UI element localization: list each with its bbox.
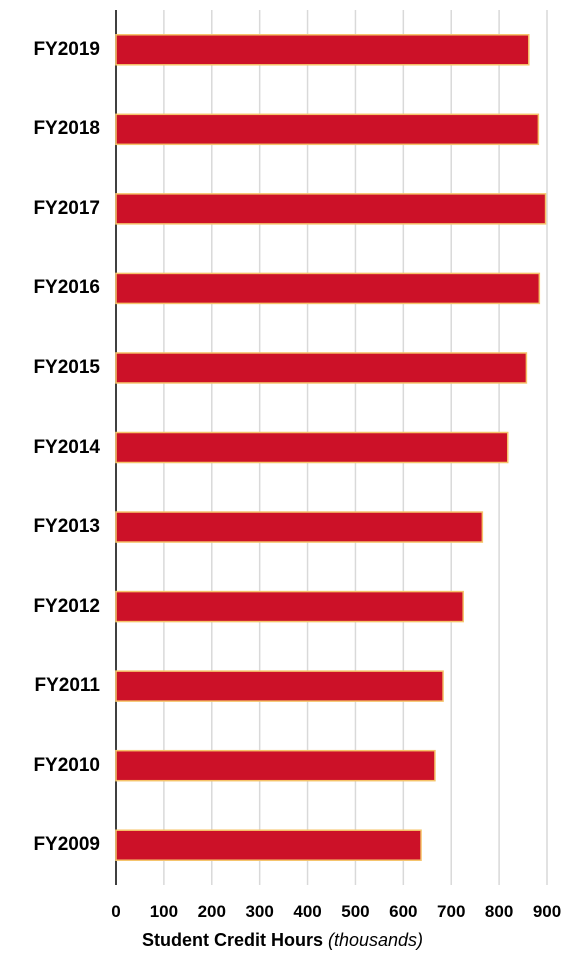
x-axis-title-unit: (thousands): [327, 930, 424, 950]
category-label-fy2011: FY2011: [34, 675, 101, 697]
x-tick-label: 0: [111, 902, 121, 921]
bar-fy2010: [115, 749, 436, 782]
bar-fy2013: [115, 511, 484, 543]
bar-fy2019: [115, 34, 530, 66]
x-tick-label: 300: [245, 902, 274, 921]
x-tick-label: 200: [197, 902, 226, 921]
x-tick-label: 600: [389, 902, 418, 921]
x-tick-label: 100: [149, 902, 179, 921]
x-tick-label: 700: [437, 902, 466, 921]
category-label-fy2013: FY2013: [33, 516, 100, 538]
bar-fy2009: [115, 829, 422, 861]
bar-fy2017: [115, 193, 547, 225]
category-label-fy2019: FY2019: [33, 38, 100, 60]
bar-fy2016: [115, 272, 541, 305]
x-axis-title: Student Credit Hours (thousands): [0, 930, 565, 951]
x-axis-title-main: Student Credit Hours: [141, 930, 323, 950]
category-label-fy2010: FY2010: [33, 754, 100, 776]
bar-fy2015: [115, 352, 528, 384]
category-label-fy2016: FY2016: [33, 277, 100, 299]
category-label-fy2014: FY2014: [33, 436, 100, 458]
category-label-fy2009: FY2009: [33, 834, 100, 856]
category-label-fy2012: FY2012: [33, 595, 100, 617]
bar-fy2014: [115, 431, 509, 464]
bar-fy2011: [115, 670, 444, 702]
x-tick-label: 900: [532, 902, 562, 921]
x-tick-label: 400: [293, 902, 322, 921]
bar-fy2012: [115, 590, 464, 623]
category-label-fy2018: FY2018: [33, 118, 100, 140]
category-label-fy2015: FY2015: [33, 356, 100, 378]
x-tick-label: 500: [341, 902, 370, 921]
x-tick-label: 800: [484, 902, 514, 921]
bar-fy2018: [115, 113, 540, 146]
category-label-fy2017: FY2017: [33, 197, 100, 219]
